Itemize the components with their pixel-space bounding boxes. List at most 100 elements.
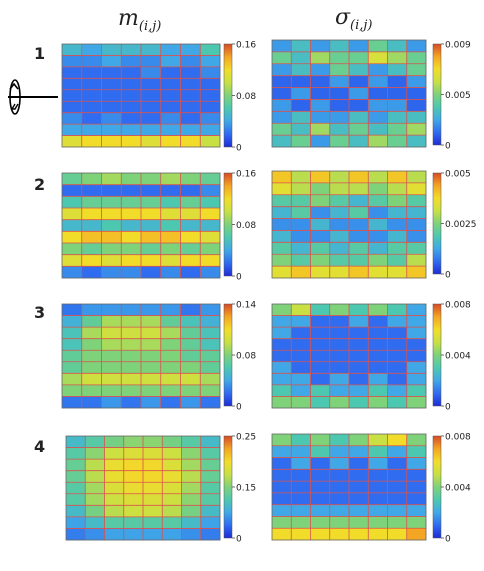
heatmap-cell [180,135,201,148]
colorbar [223,303,233,407]
heatmap-cell [349,242,369,255]
heatmap-cell [200,89,221,102]
heatmap-cell [141,78,162,91]
heatmap-cell [406,373,427,386]
colorbar-tick-label: 0 [236,403,242,413]
heatmap-cell [272,434,292,447]
heatmap-cell [387,373,408,386]
heatmap-cell [272,516,292,529]
heatmap-cell [310,481,331,494]
heatmap-cell [349,373,369,386]
row-label-3: 3 [34,303,45,322]
colorbar-tick-label: 0 [445,271,451,281]
heatmap-cell [272,373,292,386]
heatmap-cell [101,338,122,351]
heatmap-cell [349,338,369,351]
heatmap-cell [123,447,144,460]
heatmap-cell [387,445,408,458]
heatmap-cell [101,327,122,339]
heatmap-cell [349,206,369,219]
heatmap-cell [368,111,388,124]
heatmap-cell [368,51,388,65]
heatmap-cell [62,315,83,328]
heatmap-cell [200,243,221,255]
heatmap-cell [123,470,144,483]
heatmap-cell [406,111,427,124]
heatmap-frame [271,433,427,541]
heatmap-cell [104,516,125,529]
heatmap-cell [200,361,221,374]
heatmap-cell [387,434,408,447]
heatmap-cell [368,327,388,339]
heatmap-cell [101,101,122,113]
heatmap-cell [310,40,331,53]
heatmap-cell [181,493,202,506]
heatmap-cell [81,184,102,197]
heatmap-cell [62,184,83,197]
heatmap-cell [272,254,292,267]
heatmap-cell [272,304,292,316]
heatmap-cell [291,135,311,148]
heatmap-cell [291,469,311,482]
heatmap-cell [62,396,83,409]
heatmap-cell [160,396,181,409]
heatmap-cell [141,304,162,316]
heatmap-cell [291,75,311,88]
heatmap-cell [62,304,83,316]
heatmap-cell [349,63,369,76]
heatmap-cell [123,528,144,541]
heatmap-cell [121,101,142,113]
heatmap-cell [62,219,83,232]
heatmap-cell [291,396,311,409]
heatmap-cell [104,528,125,541]
heatmap-cell [291,51,311,65]
heatmap-cell [291,445,311,458]
heatmap-cell [291,266,311,279]
heatmap-cell [368,171,388,184]
heatmap-cell [180,350,201,363]
heatmap-cell [101,173,122,185]
heatmap-cell [180,304,201,316]
heatmap-cell [160,196,181,209]
heatmap-cell [200,196,221,209]
heatmap-cell [368,445,388,458]
heatmap-cell [160,304,181,316]
heatmap-cell [200,470,221,483]
heatmap-cell [272,361,292,374]
heatmap-cell [368,304,388,316]
heatmap-cell [62,66,83,79]
heatmap-cell [368,396,388,409]
heatmap-cell [387,327,408,339]
heatmap-cell [272,327,292,339]
heatmap-cell [200,396,221,409]
heatmap-cell [406,218,427,231]
heatmap-cell [101,55,122,68]
heatmap-frame [271,303,427,409]
heatmap-cell [387,469,408,482]
heatmap-cell [81,208,102,220]
heatmap-cell [291,218,311,231]
heatmap-cell [160,78,181,91]
heatmap-cell [349,384,369,397]
heatmap-cell [368,230,388,243]
heatmap-cell [85,470,105,483]
heatmap-cell [368,218,388,231]
heatmap-cell [121,112,142,125]
heatmap-cell [291,254,311,267]
heatmap-cell [101,243,122,255]
heatmap-cell [406,492,427,505]
colorbar-tick-label: 0 [445,142,451,152]
heatmap-cell [62,243,83,255]
heatmap-cell [160,231,181,244]
heatmap-cell [104,505,125,518]
heatmap-cell [160,254,181,267]
heatmap-cell [387,350,408,363]
heatmap-cell [368,87,388,100]
heatmap-cell [121,219,142,232]
heatmap-cell [180,89,201,102]
heatmap-cell [121,396,142,409]
heatmap-cell [62,196,83,209]
heatmap-cell [291,434,311,447]
heatmap-cell [310,338,331,351]
heatmap-cell [329,123,350,136]
